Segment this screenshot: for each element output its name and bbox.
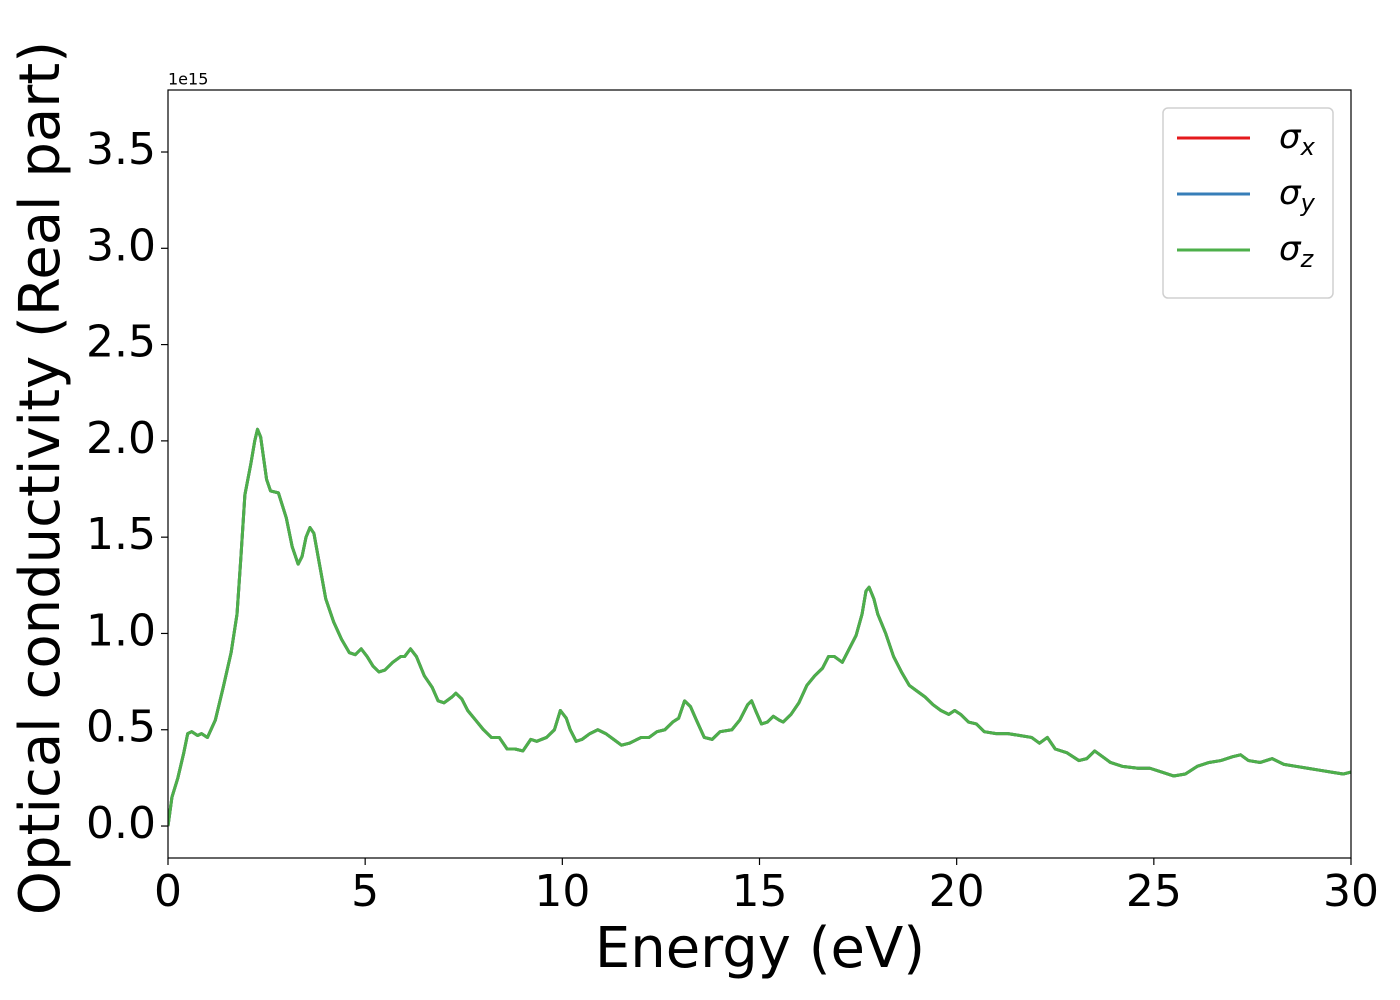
y-tick-label: 3.5: [86, 124, 156, 175]
y-tick-label: 2.0: [86, 413, 156, 464]
y-tick-label: 0.0: [86, 798, 156, 849]
legend-label: σy: [1279, 173, 1316, 218]
y-offset-label: 1e15: [168, 70, 208, 89]
x-tick-label: 5: [351, 866, 379, 917]
series-line: [168, 427, 1351, 827]
x-tick-label: 25: [1126, 866, 1182, 917]
y-axis-label: Optical conductivity (Real part): [8, 41, 73, 915]
y-tick-label: 0.5: [86, 702, 156, 753]
series-line: [168, 427, 1351, 827]
x-tick-label: 0: [154, 866, 182, 917]
series-line: [168, 427, 1351, 827]
x-tick-label: 15: [732, 866, 788, 917]
legend-label: σx: [1279, 117, 1316, 162]
x-axis-label: Energy (eV): [595, 916, 925, 981]
y-tick-label: 1.5: [86, 509, 156, 560]
x-tick-label: 30: [1323, 866, 1379, 917]
y-tick-label: 2.5: [86, 317, 156, 368]
y-tick-label: 1.0: [86, 605, 156, 656]
plot-frame: [167, 89, 1352, 859]
x-tick-label: 10: [534, 866, 590, 917]
x-tick-label: 20: [929, 866, 985, 917]
y-tick-label: 3.0: [86, 220, 156, 271]
legend-label: σz: [1279, 229, 1315, 274]
